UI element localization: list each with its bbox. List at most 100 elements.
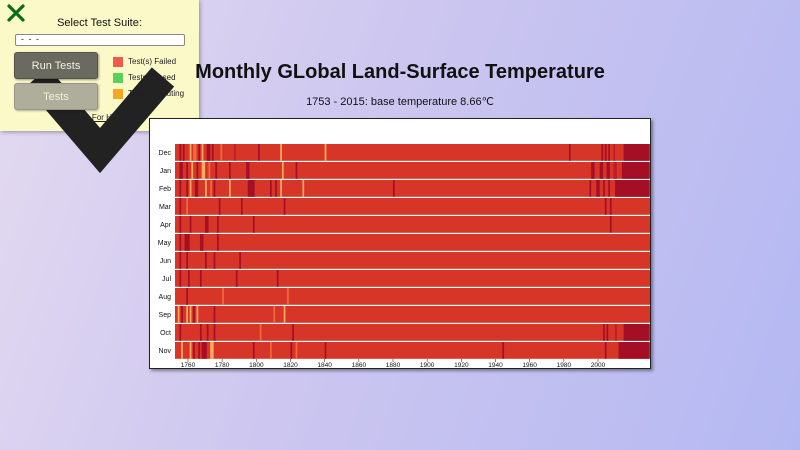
x-tick-label: 1980 — [557, 362, 572, 368]
heatmap-cell — [198, 144, 200, 161]
heatmap-cell — [177, 306, 180, 323]
heatmap-cell — [182, 144, 185, 161]
heatmap-cell — [220, 144, 223, 161]
heatmap-cell — [186, 180, 188, 197]
month-label: Apr — [160, 222, 172, 229]
heatmap-row-oct — [175, 324, 650, 341]
heatmap-cell — [283, 198, 286, 215]
heatmap-cell — [217, 216, 219, 233]
heatmap-cell — [179, 252, 182, 269]
heatmap-cell — [229, 180, 231, 197]
heatmap-cell — [186, 162, 188, 179]
heatmap-cell — [201, 342, 207, 359]
heatmap-cell — [179, 180, 182, 197]
heatmap-cell — [206, 324, 209, 341]
heatmap-cell — [213, 324, 216, 341]
heatmap-cell — [324, 342, 327, 359]
legend-label-passed: Tests Passed — [128, 73, 176, 82]
run-tests-button[interactable]: Run Tests — [14, 52, 98, 79]
month-label: Dec — [159, 150, 172, 157]
heatmap-cell — [280, 144, 282, 161]
heatmap-svg: Dec Jan Feb Mar Apr May Jun Jul Aug Sep Oct Nov 1760… — [158, 144, 650, 368]
close-icon[interactable] — [7, 4, 25, 22]
heatmap-cell — [217, 234, 219, 251]
heatmap-cell — [601, 144, 604, 161]
heatmap-cell — [604, 198, 607, 215]
heatmap-cell — [281, 162, 284, 179]
x-tick-label: 1940 — [488, 362, 503, 368]
heatmap-cell — [199, 234, 202, 251]
heatmap-cell — [199, 270, 202, 287]
month-label: Mar — [159, 204, 172, 211]
heatmap-cell — [189, 216, 192, 233]
passed-swatch — [113, 73, 123, 83]
heatmap-cell — [295, 342, 298, 359]
heatmap-cell — [210, 180, 212, 197]
heatmap-cell — [608, 180, 610, 197]
heatmap-cell — [196, 162, 199, 179]
heatmap-cell — [623, 324, 650, 341]
heatmap-cell — [589, 180, 592, 197]
heatmap-cell — [193, 342, 195, 359]
heatmap-cell — [213, 252, 216, 269]
heatmap-cell — [189, 342, 192, 359]
heatmap-cell — [179, 270, 182, 287]
heatmap-cell — [393, 180, 395, 197]
heatmap-cell — [273, 306, 276, 323]
heatmap-cell — [604, 144, 607, 161]
heatmap-cell — [276, 270, 279, 287]
heatmap-cell — [623, 144, 650, 161]
x-tick-label: 1920 — [454, 362, 469, 368]
heatmap-cell — [193, 306, 195, 323]
heatmap-cell — [604, 342, 607, 359]
heatmap-cell — [240, 198, 243, 215]
ask-for-help-link[interactable]: Ask For Help — [76, 113, 123, 122]
heatmap-cell — [613, 144, 616, 161]
heatmap-cell — [208, 162, 211, 179]
heatmap-cell — [613, 162, 617, 179]
test-panel: Select Test Suite: - - - Run Tests Tests… — [0, 0, 199, 174]
heatmap-cell — [603, 180, 605, 197]
heatmap-cell — [193, 144, 197, 161]
heatmap-row-jan — [175, 162, 650, 179]
heatmap-cell — [280, 180, 282, 197]
heatmap-cell — [194, 180, 199, 197]
month-label: May — [158, 240, 172, 247]
heatmap-cell — [324, 144, 327, 161]
month-label: Oct — [160, 330, 171, 337]
test-suite-select[interactable]: - - - — [15, 34, 185, 174]
heatmap-cell — [229, 162, 231, 179]
heatmap-row-mar — [175, 198, 650, 215]
heatmap-cell — [270, 342, 272, 359]
heatmap-cell — [609, 198, 612, 215]
month-label: Jan — [160, 168, 171, 175]
heatmap-cell — [283, 306, 286, 323]
heatmap-cell — [287, 288, 289, 305]
month-label: Nov — [159, 348, 172, 355]
heatmap-cell — [179, 324, 182, 341]
heatmap-cell — [258, 144, 260, 161]
heatmap-cell — [615, 324, 617, 341]
heatmap-cell — [606, 162, 610, 179]
x-tick-label: 1800 — [249, 362, 264, 368]
x-tick-label: 1860 — [352, 362, 367, 368]
heatmap-cell — [179, 216, 182, 233]
heatmap-cell — [608, 144, 610, 161]
tests-button[interactable]: Tests — [14, 83, 98, 110]
heatmap-cell — [213, 306, 216, 323]
heatmap-row-dec — [175, 144, 650, 161]
month-label: Jun — [160, 258, 171, 265]
heatmap-row-may — [175, 234, 650, 251]
heatmap-cell — [186, 306, 188, 323]
heatmap-cell — [218, 198, 221, 215]
heatmap-cell — [215, 162, 218, 179]
heatmap-cell — [239, 252, 241, 269]
heatmap-cell — [201, 162, 206, 179]
x-tick-label: 1780 — [215, 362, 230, 368]
heatmap-cell — [292, 324, 294, 341]
heatmap-row-feb — [175, 180, 650, 197]
heatmap-cell — [205, 216, 209, 233]
x-tick-label: 1900 — [420, 362, 435, 368]
heatmap-cell — [179, 234, 182, 251]
heatmap-cell — [247, 180, 255, 197]
